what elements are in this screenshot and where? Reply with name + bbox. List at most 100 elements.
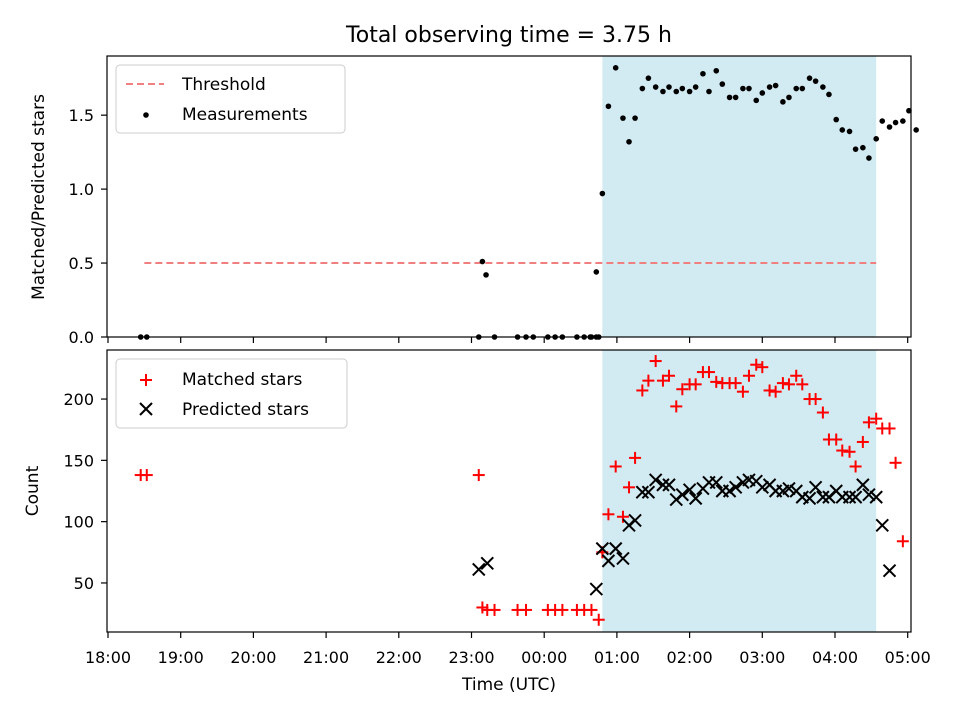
measurement-point xyxy=(660,88,666,95)
measurement-point xyxy=(766,84,773,90)
matched-point xyxy=(656,374,669,387)
matched-point xyxy=(616,510,629,523)
matched-point xyxy=(642,374,655,387)
legend-matched-swatch xyxy=(140,374,152,386)
top-y-tick-label: 0.0 xyxy=(69,328,94,347)
measurement-point xyxy=(812,78,819,84)
measurement-point xyxy=(612,65,619,71)
matched-point xyxy=(710,375,723,388)
measurement-point xyxy=(686,88,693,95)
matched-point xyxy=(629,451,642,464)
measurement-point xyxy=(780,99,786,105)
legend-predicted-swatch xyxy=(139,402,153,416)
matched-point xyxy=(602,508,615,521)
matched-point xyxy=(836,444,849,457)
measurement-point xyxy=(846,128,853,135)
measurement-point xyxy=(605,103,612,110)
x-tick-label: 03:00 xyxy=(739,648,785,667)
matched-point xyxy=(609,460,622,473)
matched-point xyxy=(585,603,598,616)
predicted-point xyxy=(628,513,642,528)
x-tick-label: 02:00 xyxy=(667,648,713,667)
matched-point xyxy=(769,385,782,398)
matched-point xyxy=(472,469,485,482)
matched-point xyxy=(862,416,875,429)
measurement-point xyxy=(700,70,706,77)
matched-point xyxy=(896,535,909,548)
measurement-point xyxy=(772,82,779,89)
matched-point xyxy=(592,613,605,626)
x-tick-label: 18:00 xyxy=(85,648,131,667)
measurement-point xyxy=(746,85,752,92)
predicted-point xyxy=(856,478,870,492)
chart-title: Total observing time = 3.75 h xyxy=(345,23,672,48)
legend-threshold-label: Threshold xyxy=(181,75,266,95)
measurement-point xyxy=(679,85,686,92)
predicted-point xyxy=(608,541,623,556)
predicted-point xyxy=(682,483,697,497)
bottom-y-tick-label: 150 xyxy=(63,451,94,470)
bottom-y-tick-label: 100 xyxy=(63,513,94,532)
bottom-y-axis-label: Count xyxy=(23,465,43,516)
predicted-point xyxy=(635,485,650,499)
matched-point xyxy=(663,369,676,382)
legend-matched-label: Matched stars xyxy=(182,370,302,390)
matched-point xyxy=(889,456,902,469)
predicted-point xyxy=(842,490,857,504)
measurement-point xyxy=(639,85,646,92)
measurement-point xyxy=(799,85,806,92)
legend-measurements-swatch xyxy=(143,112,149,118)
predicted-point xyxy=(848,490,863,504)
measurement-point xyxy=(713,67,720,74)
measurement-point xyxy=(866,155,872,161)
measurement-point xyxy=(860,144,866,151)
legend-measurements-label: Measurements xyxy=(182,105,308,125)
predicted-point xyxy=(589,582,604,596)
matched-point xyxy=(782,378,795,391)
predicted-point xyxy=(662,478,676,492)
measurement-point xyxy=(719,81,726,87)
predicted-point xyxy=(862,487,876,502)
bottom-legend-box xyxy=(115,358,348,429)
matched-point xyxy=(816,406,829,419)
measurement-point xyxy=(906,107,912,114)
matched-point xyxy=(689,378,702,391)
matched-point xyxy=(776,377,789,390)
top-y-tick-label: 1.5 xyxy=(69,106,94,125)
measurement-point xyxy=(726,94,733,101)
predicted-point xyxy=(675,487,690,502)
matched-point xyxy=(830,433,843,446)
measurement-point xyxy=(593,269,600,275)
measurement-point xyxy=(652,84,659,90)
measurement-point xyxy=(913,127,919,133)
measurement-point xyxy=(626,138,632,145)
measurement-point xyxy=(786,94,792,101)
x-tick-label: 00:00 xyxy=(521,648,567,667)
measurement-point xyxy=(706,88,712,95)
predicted-point xyxy=(722,484,737,498)
bottom-legend: Matched stars Predicted stars xyxy=(115,358,348,429)
x-tick-label: 21:00 xyxy=(303,648,349,667)
measurement-point xyxy=(666,84,672,90)
measurement-point xyxy=(826,91,832,98)
top-y-axis-label: Matched/Predicted stars xyxy=(29,94,49,300)
x-tick-label: 05:00 xyxy=(885,648,931,667)
predicted-point xyxy=(802,491,817,506)
matched-point xyxy=(750,358,763,371)
matched-point xyxy=(520,603,533,616)
bottom-plot-frame xyxy=(106,349,912,633)
matched-point xyxy=(556,603,569,616)
measurement-point xyxy=(759,90,766,96)
matched-point xyxy=(763,384,776,397)
top-shaded-region xyxy=(602,56,877,337)
matched-point xyxy=(670,400,683,413)
x-tick-label: 01:00 xyxy=(594,648,640,667)
measurement-point xyxy=(753,97,760,104)
predicted-point xyxy=(755,480,770,495)
matched-point xyxy=(809,393,822,406)
matched-point xyxy=(736,385,749,398)
predicted-point xyxy=(616,551,630,566)
measurement-point xyxy=(632,115,638,121)
top-y-tick-label: 1.0 xyxy=(69,180,94,199)
measurement-point xyxy=(820,84,826,90)
